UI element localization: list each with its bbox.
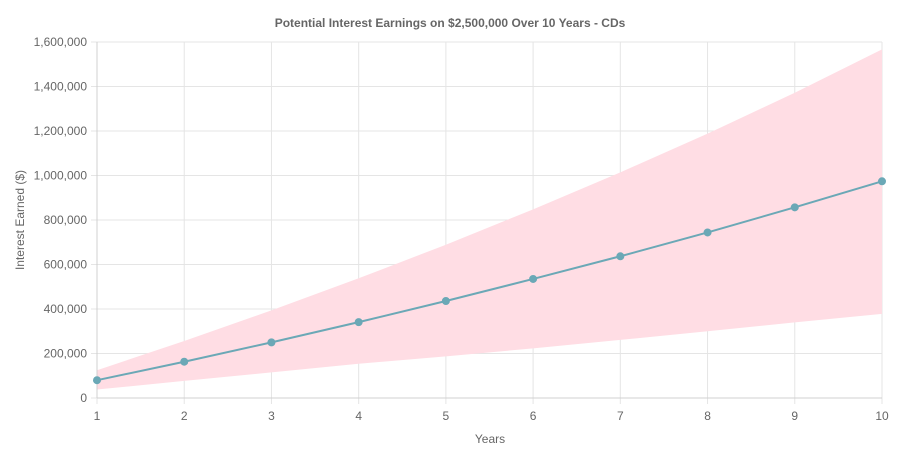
axes: [96, 42, 882, 399]
y-tick-label: 400,000: [44, 302, 88, 316]
range-band-layer: [97, 49, 882, 390]
series-layer: [93, 177, 886, 385]
y-tick-label: 1,200,000: [34, 124, 88, 138]
x-tick-label: 9: [791, 409, 798, 423]
series-line: [96, 180, 883, 382]
x-tick-label: 1: [94, 409, 101, 423]
x-tick-label: 8: [704, 409, 711, 423]
x-tick-label: 10: [875, 409, 889, 423]
x-tick-label: 6: [530, 409, 537, 423]
x-tick-label: 3: [268, 409, 275, 423]
tick-labels: 0 200,000 400,000 600,000 800,000 1,000,000 1,…: [34, 35, 889, 423]
y-tick-label: 600,000: [44, 258, 88, 272]
y-tick-label: 1,400,000: [34, 80, 88, 94]
x-tick-label: 5: [443, 409, 450, 423]
data-point[interactable]: [790, 203, 799, 212]
y-tick-label: 200,000: [44, 347, 88, 361]
data-point[interactable]: [93, 376, 101, 385]
chart-title: Potential Interest Earnings on $2,500,00…: [275, 16, 626, 30]
y-tick-label: 1,000,000: [34, 169, 88, 183]
range-band-area: [97, 49, 882, 390]
data-point[interactable]: [616, 252, 625, 261]
y-tick-label: 0: [80, 391, 87, 405]
y-axis-title: Interest Earned ($): [13, 170, 27, 270]
data-point[interactable]: [180, 357, 189, 366]
y-tick-label: 800,000: [44, 213, 88, 227]
x-tick-label: 4: [355, 409, 362, 423]
data-point[interactable]: [267, 338, 276, 347]
data-point[interactable]: [529, 274, 538, 283]
y-tick-label: 1,600,000: [34, 35, 88, 49]
data-point[interactable]: [354, 318, 363, 327]
x-tick-label: 2: [181, 409, 188, 423]
data-point[interactable]: [878, 177, 886, 186]
x-tick-label: 7: [617, 409, 624, 423]
x-axis-title: Years: [475, 432, 505, 446]
data-point[interactable]: [441, 296, 450, 305]
data-point[interactable]: [703, 228, 712, 237]
